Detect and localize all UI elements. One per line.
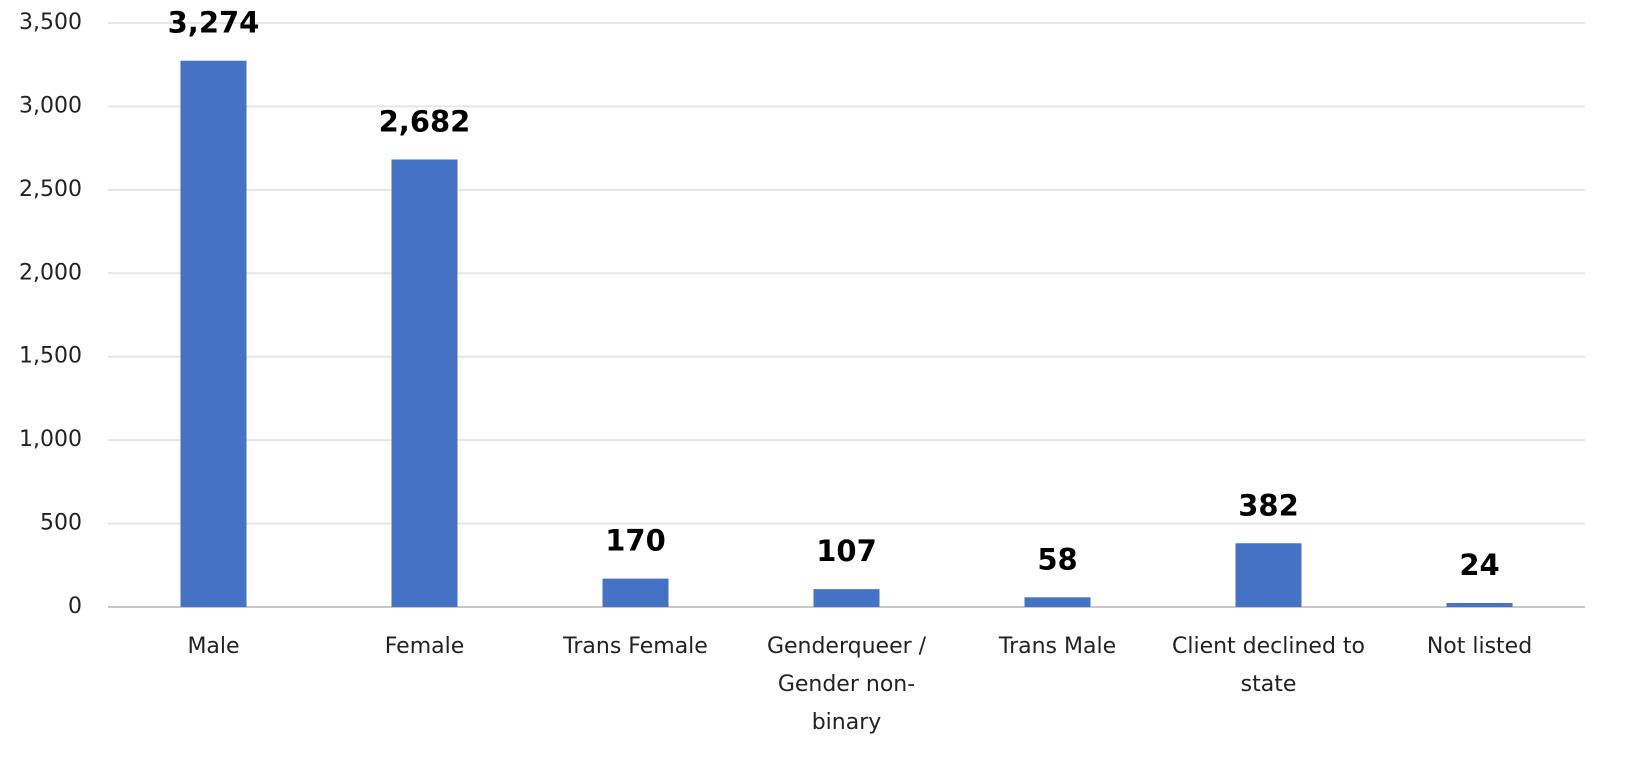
x-tick-label: Genderqueer / Gender non-binary <box>766 634 927 735</box>
x-tick-label: Trans Female <box>563 634 708 659</box>
y-tick-label: 3,000 <box>19 93 82 118</box>
y-tick-label: 3,500 <box>19 10 82 35</box>
y-tick-label: 0 <box>68 594 82 619</box>
x-tick-label: Not listed <box>1426 634 1533 659</box>
data-label: 24 <box>1459 548 1499 582</box>
x-tick-label: Female <box>384 634 465 659</box>
data-label: 3,274 <box>168 6 260 40</box>
bar <box>813 589 880 607</box>
bar <box>1235 543 1302 607</box>
bar <box>1024 597 1091 607</box>
y-tick-label: 2,000 <box>19 260 82 285</box>
bar <box>1446 602 1513 607</box>
x-tick-label: Client declined to state <box>1171 634 1366 697</box>
x-tick-label: Male <box>187 634 240 659</box>
x-tick-label: Trans Male <box>998 634 1117 659</box>
bar <box>602 578 669 607</box>
bar <box>391 159 458 607</box>
data-label: 58 <box>1037 542 1077 576</box>
data-label: 2,682 <box>379 104 471 138</box>
bar <box>180 60 247 607</box>
data-label: 107 <box>816 534 877 568</box>
data-label: 170 <box>605 524 666 558</box>
y-tick-label: 1,500 <box>19 344 82 369</box>
data-label: 382 <box>1238 488 1299 522</box>
y-tick-label: 1,000 <box>19 427 82 452</box>
y-tick-label: 500 <box>40 511 82 536</box>
y-tick-label: 2,500 <box>19 177 82 202</box>
